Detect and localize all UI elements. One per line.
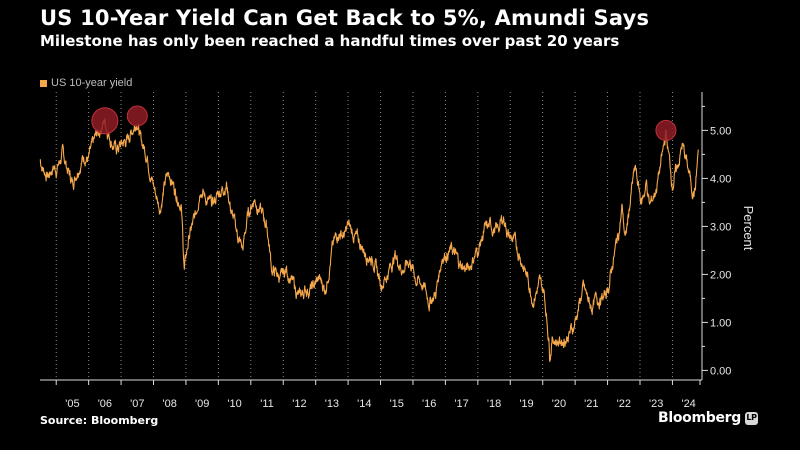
- x-tick-label-15: '20: [552, 398, 566, 410]
- grid-lines: [55, 92, 673, 380]
- x-tick-label-4: '09: [195, 398, 209, 410]
- x-tick-label-1: '06: [98, 398, 112, 410]
- x-tick-label-5: '10: [227, 398, 241, 410]
- legend-label: US 10-year yield: [51, 77, 133, 89]
- x-tick-label-19: '24: [681, 398, 695, 410]
- x-tick-label-3: '08: [163, 398, 177, 410]
- series-line-0: [39, 118, 699, 363]
- y-tick-label-5: 5.00: [710, 125, 731, 137]
- x-tick-label-12: '17: [454, 398, 468, 410]
- y-axis-label: Percent: [741, 206, 756, 251]
- y-tick-label-2: 2.00: [710, 269, 731, 281]
- axes-layer: '05 '06 '07 '08 '09 '10 '11 '12 '13 '14 '15 '16 '17 '…: [40, 92, 756, 410]
- legend-swatch: [40, 79, 47, 87]
- x-tick-label-2: '07: [130, 398, 144, 410]
- x-tick-label-8: '13: [325, 398, 339, 410]
- x-tick-label-11: '16: [422, 398, 436, 410]
- highlight-marker-2: [655, 119, 677, 141]
- x-tick-label-6: '11: [260, 398, 274, 410]
- x-tick-label-10: '15: [390, 398, 404, 410]
- x-tick-label-9: '14: [357, 398, 371, 410]
- x-tick-label-7: '12: [292, 398, 306, 410]
- chart-title: US 10-Year Yield Can Get Back to 5%, Amu…: [40, 6, 650, 30]
- highlight-marker-1: [126, 105, 148, 127]
- series-layer: [39, 118, 699, 363]
- y-tick-label-0: 0.00: [710, 365, 731, 377]
- x-tick-label-18: '23: [649, 398, 663, 410]
- y-tick-label-3: 3.00: [710, 221, 731, 233]
- y-tick-label-4: 4.00: [710, 173, 731, 185]
- x-tick-label-16: '21: [584, 398, 598, 410]
- highlight-marker-0: [91, 107, 119, 135]
- y-tick-label-1: 1.00: [710, 317, 731, 329]
- x-tick-label-14: '19: [519, 398, 533, 410]
- x-tick-label-0: '05: [65, 398, 79, 410]
- source-note: Source: Bloomberg: [40, 414, 159, 427]
- legend: US 10-year yield: [40, 77, 132, 89]
- highlight-layer: [91, 105, 677, 141]
- brand-name: Bloomberg: [657, 410, 741, 426]
- brand-mark-icon: LP: [745, 411, 758, 425]
- chart-subtitle: Milestone has only been reached a handfu…: [40, 32, 620, 50]
- brand-logo: Bloomberg LP: [658, 410, 758, 426]
- x-tick-label-13: '18: [487, 398, 501, 410]
- x-tick-label-17: '22: [617, 398, 631, 410]
